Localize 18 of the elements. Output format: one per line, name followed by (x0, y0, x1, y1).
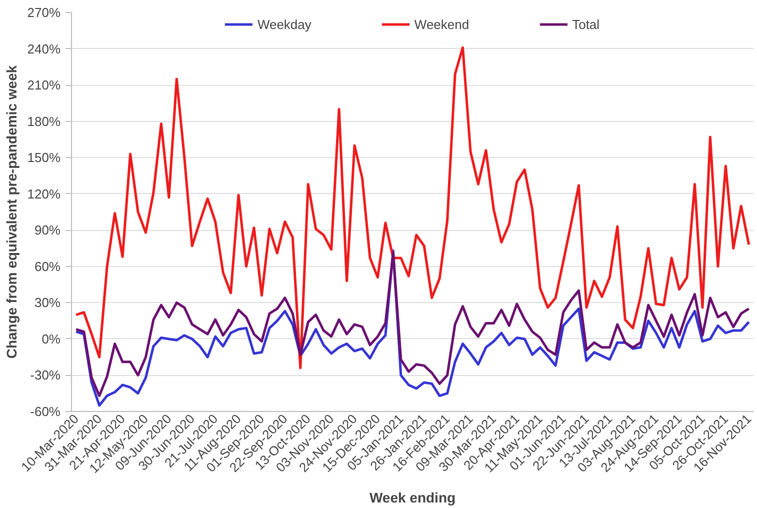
line-series (74, 46, 750, 370)
y-tick-label: 120% (27, 186, 61, 202)
legend-label: Weekday (257, 16, 312, 32)
y-tick-label: 180% (27, 114, 61, 129)
y-tick-label: 150% (27, 150, 61, 166)
legend-label: Total (572, 16, 600, 32)
x-axis-title: Week ending (369, 489, 456, 506)
y-tick-label: 240% (27, 41, 61, 56)
y-tick-label: 0% (42, 331, 61, 346)
y-tick-label: -30% (30, 368, 61, 383)
y-tick-label: 60% (34, 258, 61, 274)
y-tick-label: 210% (27, 78, 61, 93)
y-axis-title: Change from equivalent pre-pandemic week (3, 65, 20, 359)
y-tick-label: 30% (34, 295, 61, 310)
y-tick-label: 270% (27, 5, 61, 20)
y-tick-label: 90% (34, 222, 61, 238)
legend-label: Weekend (414, 16, 470, 32)
y-tick-label: -60% (30, 404, 61, 419)
